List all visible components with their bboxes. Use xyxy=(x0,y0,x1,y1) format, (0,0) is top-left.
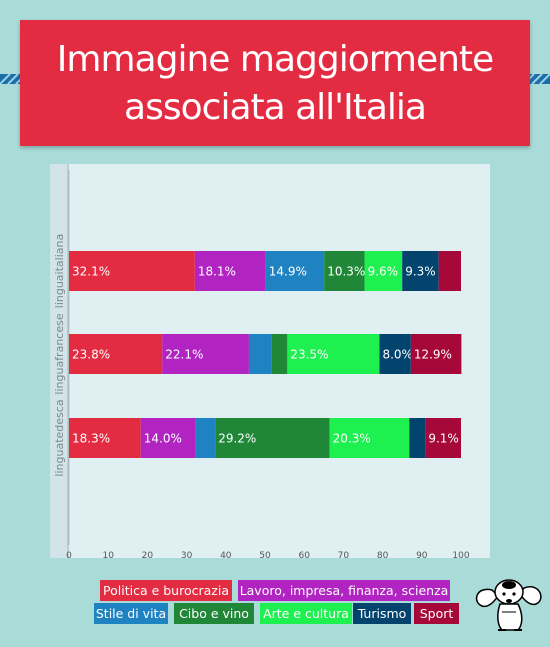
chart-title-line2: associata all'Italia xyxy=(124,87,427,128)
bar-linguaitaliana-series-0 xyxy=(69,251,195,291)
bar-linguaitaliana-series-1 xyxy=(194,251,266,291)
data-label-linguaitaliana-series-0: 32.1% xyxy=(72,265,110,279)
basset-dog-mascot-icon xyxy=(475,579,542,631)
x-tick-label: 20 xyxy=(142,551,154,561)
bar-linguafrancese-series-1 xyxy=(162,334,249,374)
title-banner: Immagine maggiormente associata all'Ital… xyxy=(20,20,530,146)
chart-title: Immagine maggiormente associata all'Ital… xyxy=(20,36,530,132)
data-label-linguafrancese-series-6: 12.9% xyxy=(414,348,452,362)
x-tick-label: 70 xyxy=(338,551,350,561)
data-label-linguaitaliana-series-1: 18.1% xyxy=(198,265,236,279)
category-label-linguatedesca: linguatedesca xyxy=(53,399,66,476)
data-label-linguafrancese-series-0: 23.8% xyxy=(72,348,110,362)
bar-linguafrancese-series-2 xyxy=(248,334,272,374)
bar-linguatedesca-series-0 xyxy=(69,418,141,458)
category-label-linguaitaliana: linguaitaliana xyxy=(53,234,66,308)
bar-linguafrancese-series-3 xyxy=(271,334,288,374)
bar-linguaitaliana-series-6 xyxy=(438,251,461,291)
x-tick-label: 100 xyxy=(452,551,469,561)
x-tick-label: 90 xyxy=(416,551,428,561)
x-tick-label: 30 xyxy=(181,551,193,561)
bar-linguatedesca-series-5 xyxy=(409,418,426,458)
data-label-linguatedesca-series-0: 18.3% xyxy=(72,432,110,446)
bar-linguatedesca-series-6 xyxy=(425,418,461,458)
x-tick-label: 80 xyxy=(377,551,389,561)
chart-title-line1: Immagine maggiormente xyxy=(56,39,494,80)
bar-linguafrancese-series-4 xyxy=(287,334,380,374)
x-tick-label: 60 xyxy=(298,551,310,561)
x-tick-label: 50 xyxy=(259,551,271,561)
data-label-linguatedesca-series-4: 20.3% xyxy=(333,432,371,446)
bar-linguaitaliana-series-5 xyxy=(402,251,439,291)
bar-linguaitaliana-series-2 xyxy=(265,251,325,291)
data-label-linguatedesca-series-1: 14.0% xyxy=(144,432,182,446)
data-label-linguaitaliana-series-5: 9.3% xyxy=(405,265,436,279)
data-label-linguaitaliana-series-2: 14.9% xyxy=(269,265,307,279)
data-label-linguafrancese-series-5: 8.0% xyxy=(382,348,413,362)
bar-linguatedesca-series-1 xyxy=(140,418,196,458)
x-tick-label: 40 xyxy=(220,551,232,561)
data-label-linguafrancese-series-4: 23.5% xyxy=(290,348,328,362)
category-label-linguafrancese: linguafrancese xyxy=(53,313,66,394)
x-tick-label: 10 xyxy=(102,551,114,561)
bar-linguaitaliana-series-4 xyxy=(364,251,403,291)
x-tick-label: 0 xyxy=(66,551,72,561)
category-gutter xyxy=(50,164,68,558)
data-label-linguatedesca-series-3: 29.2% xyxy=(218,432,256,446)
data-label-linguaitaliana-series-4: 9.6% xyxy=(368,265,399,279)
bar-linguafrancese-series-0 xyxy=(69,334,163,374)
data-label-linguafrancese-series-1: 22.1% xyxy=(165,348,203,362)
bar-linguafrancese-series-5 xyxy=(379,334,411,374)
bar-linguatedesca-series-2 xyxy=(195,418,216,458)
bar-linguaitaliana-series-3 xyxy=(324,251,365,291)
data-label-linguatedesca-series-6: 9.1% xyxy=(428,432,459,446)
bar-linguatedesca-series-4 xyxy=(329,418,410,458)
data-label-linguaitaliana-series-3: 10.3% xyxy=(327,265,365,279)
bar-linguafrancese-series-6 xyxy=(410,334,462,374)
bar-linguatedesca-series-3 xyxy=(215,418,330,458)
